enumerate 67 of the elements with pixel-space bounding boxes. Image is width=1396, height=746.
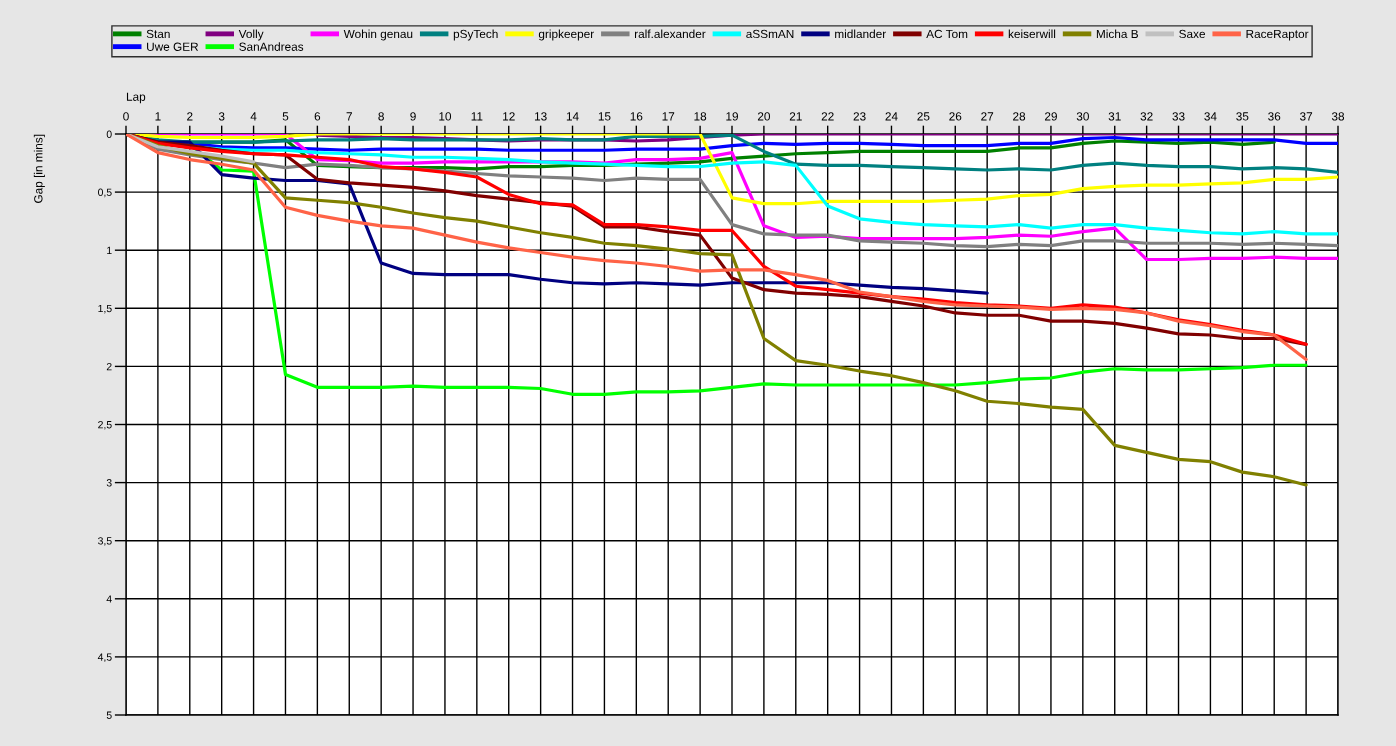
y-tick-label: 4	[106, 595, 112, 603]
x-tick-label: 25	[917, 112, 930, 121]
x-tick-label: 9	[410, 112, 416, 121]
legend-label: Uwe GER	[147, 42, 199, 51]
y-tick-label: 0,5	[98, 188, 112, 198]
x-tick-label: 15	[598, 112, 611, 121]
x-tick-label: 27	[981, 112, 994, 121]
legend-label: AC Tom	[926, 29, 968, 39]
legend-label: gripkeeper	[538, 29, 594, 41]
y-tick-label: 5	[106, 711, 112, 719]
x-tick-label: 5	[282, 112, 289, 121]
x-tick-label: 3	[218, 112, 225, 121]
x-tick-label: 8	[378, 112, 384, 121]
legend-label: Stan	[146, 29, 170, 39]
x-tick-label: 28	[1013, 112, 1026, 121]
legend-label: SanAndreas	[239, 42, 304, 51]
legend-label: keiserwill	[1008, 29, 1056, 39]
x-tick-label: 18	[694, 112, 707, 121]
x-tick-label: 13	[534, 112, 547, 121]
x-tick-label: 6	[314, 112, 321, 121]
x-tick-label: 26	[949, 112, 962, 121]
x-tick-label: 16	[630, 112, 643, 121]
x-tick-label: 32	[1140, 112, 1153, 121]
x-tick-label: 36	[1268, 112, 1281, 121]
x-tick-label: 1	[155, 112, 161, 121]
y-tick-label: 0	[106, 130, 112, 138]
legend-label: aSSmAN	[746, 29, 794, 39]
x-tick-label: 33	[1172, 112, 1185, 121]
y-tick-label: 4,5	[97, 653, 112, 663]
legend-label: Volly	[238, 29, 264, 41]
x-tick-label: 30	[1076, 112, 1089, 121]
y-tick-label: 2,5	[98, 421, 112, 430]
x-tick-label: 24	[885, 112, 898, 121]
x-tick-label: 29	[1044, 112, 1057, 121]
x-tick-label: 0	[123, 112, 129, 121]
x-tick-label: 20	[757, 112, 770, 121]
y-tick-label: 2	[106, 362, 112, 371]
x-tick-label: 11	[471, 112, 483, 121]
x-tick-label: 2	[187, 112, 193, 121]
legend-label: midlander	[835, 29, 886, 39]
x-tick-label: 23	[853, 112, 866, 121]
x-tick-label: 31	[1108, 112, 1121, 121]
legend-label: Micha B	[1096, 29, 1138, 39]
x-tick-label: 10	[439, 112, 452, 121]
x-tick-label: 38	[1331, 112, 1345, 121]
x-tick-label: 22	[821, 112, 834, 121]
x-tick-label: 37	[1299, 112, 1313, 121]
x-tick-label: 21	[789, 112, 802, 121]
x-tick-label: 4	[250, 112, 257, 121]
y-tick-label: 1	[107, 246, 112, 254]
legend-label: ralf.alexander	[634, 29, 706, 39]
y-tick-label: 3	[106, 479, 112, 487]
x-tick-label: 34	[1204, 112, 1217, 121]
legend-label: Saxe	[1179, 29, 1205, 39]
x-axis-title: Lap	[126, 92, 146, 104]
legend-label: RaceRaptor	[1246, 29, 1309, 41]
x-tick-label: 19	[726, 112, 739, 121]
legend-label: pSyTech	[453, 29, 498, 41]
x-tick-label: 7	[346, 112, 352, 121]
x-tick-label: 12	[503, 112, 515, 121]
x-tick-label: 35	[1236, 112, 1249, 121]
x-tick-label: 17	[662, 112, 675, 121]
y-axis-title: Gap [in mins]	[33, 134, 45, 203]
legend-label: Wohin genau	[343, 29, 413, 41]
y-tick-label: 3,5	[98, 537, 112, 546]
x-tick-label: 14	[566, 112, 579, 121]
y-tick-label: 1,5	[98, 304, 112, 314]
